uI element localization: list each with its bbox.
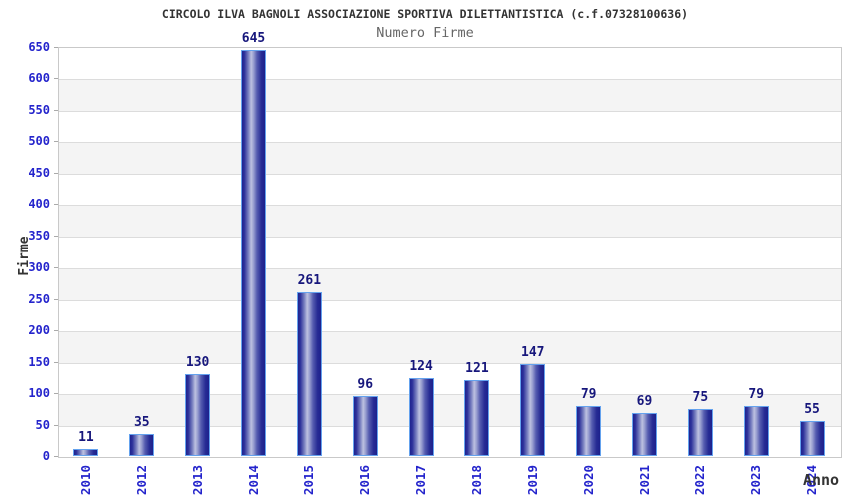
- gridline: [59, 268, 841, 270]
- gridline: [59, 79, 841, 81]
- gridline: [59, 425, 841, 427]
- chart-title: CIRCOLO ILVA BAGNOLI ASSOCIAZIONE SPORTI…: [161, 7, 689, 21]
- bar-value-label: 261: [297, 272, 322, 288]
- bar: [520, 363, 546, 456]
- x-tick-label: 2013: [189, 464, 205, 496]
- plot-band: [59, 205, 841, 237]
- y-tick-mark: [54, 456, 58, 457]
- x-tick-label: 2022: [692, 464, 708, 496]
- gridline: [59, 331, 841, 333]
- x-tick-label: 2023: [748, 464, 764, 496]
- plot-band: [59, 48, 841, 80]
- bar-value-label: 79: [580, 387, 597, 403]
- bar: [632, 412, 657, 456]
- y-tick-label: 600: [28, 71, 50, 86]
- x-tick-label: 2018: [468, 464, 484, 496]
- bar: [687, 408, 713, 456]
- x-tick-label: 2021: [636, 464, 652, 496]
- y-tick-label: 400: [28, 197, 50, 212]
- bar: [185, 374, 211, 456]
- bar-value-label: 69: [636, 393, 653, 409]
- plot-band: [59, 173, 841, 206]
- gridline: [59, 362, 841, 364]
- plot-band: [59, 299, 841, 332]
- y-tick-mark: [54, 204, 58, 206]
- x-tick-label: 2016: [357, 464, 373, 496]
- bar: [241, 50, 266, 456]
- plot-band: [59, 142, 841, 174]
- bar-value-label: 11: [78, 430, 94, 446]
- plot-band: [59, 79, 841, 111]
- gridline: [59, 299, 841, 301]
- y-tick-mark: [54, 298, 58, 300]
- y-tick-mark: [54, 78, 58, 80]
- y-tick-mark: [54, 330, 58, 332]
- bar-value-label: 124: [409, 358, 433, 374]
- bar-value-label: 79: [748, 387, 765, 403]
- x-tick-label: 2012: [133, 464, 149, 496]
- bar: [129, 433, 155, 456]
- plot-band: [59, 110, 841, 143]
- y-tick-mark: [54, 267, 58, 269]
- gridline: [59, 142, 841, 144]
- plot-band: [59, 268, 841, 300]
- y-axis-title: Firme: [17, 236, 32, 276]
- bar: [352, 395, 378, 456]
- y-tick-label: 250: [28, 291, 50, 306]
- y-tick-label: 150: [28, 354, 50, 369]
- y-tick-label: 550: [28, 102, 50, 117]
- x-tick-label: 2015: [301, 464, 317, 496]
- y-tick-mark: [54, 235, 58, 237]
- y-tick-label: 0: [42, 449, 50, 463]
- x-axis-title: Anno: [802, 471, 840, 489]
- bar-value-label: 645: [241, 31, 266, 47]
- bar: [799, 421, 825, 456]
- y-tick-mark: [54, 109, 58, 111]
- bar-value-label: 35: [133, 414, 150, 430]
- y-tick-mark: [54, 141, 58, 143]
- y-tick-label: 300: [28, 260, 50, 275]
- plot-band: [59, 236, 841, 269]
- y-tick-mark: [54, 424, 58, 426]
- y-tick-label: 200: [28, 323, 50, 338]
- y-tick-mark: [54, 47, 58, 48]
- x-tick-label: 2024: [804, 464, 820, 496]
- bar-value-label: 75: [692, 389, 709, 405]
- x-tick-label: 2010: [77, 464, 93, 496]
- bar: [576, 406, 602, 456]
- y-tick-label: 450: [28, 165, 50, 180]
- y-tick-mark: [54, 393, 58, 395]
- bar: [73, 449, 99, 456]
- plot-band: [59, 425, 841, 457]
- x-tick-label: 2014: [245, 464, 261, 496]
- bar-value-label: 55: [804, 402, 820, 418]
- gridline: [59, 236, 841, 238]
- gridline: [59, 110, 841, 112]
- y-tick-label: 50: [35, 417, 50, 432]
- bar-value-label: 121: [465, 360, 489, 376]
- bar: [464, 379, 490, 456]
- bar-value-label: 147: [521, 344, 545, 360]
- y-tick-label: 100: [28, 386, 50, 401]
- y-tick-mark: [54, 361, 58, 363]
- y-tick-mark: [54, 172, 58, 174]
- bar: [743, 406, 769, 456]
- bar-value-label: 96: [357, 376, 374, 392]
- gridline: [59, 394, 841, 396]
- x-tick-label: 2017: [413, 464, 429, 496]
- y-tick-label: 650: [28, 40, 50, 54]
- x-tick-label: 2020: [580, 464, 596, 496]
- bar: [408, 377, 434, 456]
- plot-band: [59, 331, 841, 363]
- bar-value-label: 130: [185, 355, 210, 371]
- gridline: [59, 205, 841, 207]
- x-tick-label: 2019: [524, 464, 540, 496]
- y-tick-label: 350: [28, 228, 50, 243]
- y-tick-label: 500: [28, 134, 50, 149]
- gridline: [59, 173, 841, 175]
- bar: [296, 291, 322, 456]
- chart-subtitle: Numero Firme: [376, 25, 474, 41]
